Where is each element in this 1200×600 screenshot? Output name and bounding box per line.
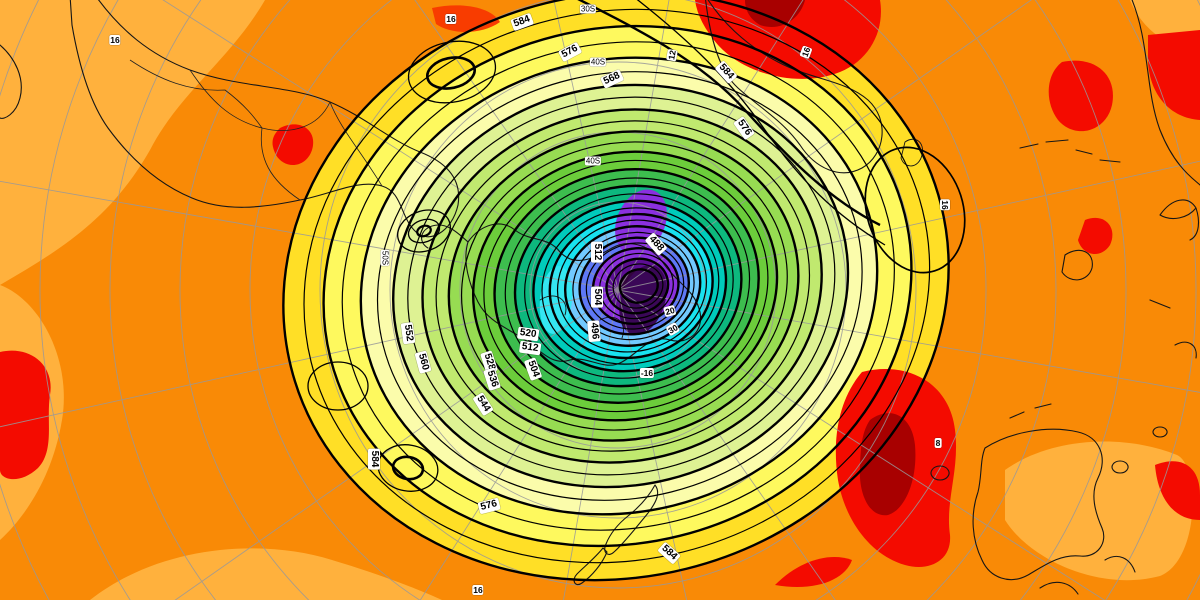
height-contour-576 [322, 24, 913, 548]
height-contour-528 [493, 168, 760, 404]
height-contour-524 [504, 177, 751, 395]
height-contour-472 [605, 257, 670, 315]
height-contour-560 [392, 83, 850, 489]
height-contour-492 [572, 231, 695, 341]
height-contour-548 [435, 120, 811, 452]
height-contour-540 [460, 141, 788, 431]
height-contour-580 [303, 8, 931, 564]
height-contour-484 [585, 242, 685, 330]
height-contour-568 [359, 56, 879, 516]
height-contour-512 [532, 199, 728, 373]
height-contour-552 [421, 108, 823, 464]
closed-contour-features [307, 0, 966, 492]
height-contour-rings [282, 0, 950, 582]
height-contour-508 [541, 207, 720, 365]
country-borders [129, 59, 383, 201]
height-contour-504 [548, 212, 714, 360]
height-contour-544 [447, 130, 800, 442]
height-contour-488 [578, 236, 691, 336]
height-contour-468 [612, 263, 664, 309]
height-contour-464 [618, 268, 659, 304]
height-contour-500 [556, 219, 708, 353]
height-contour-496 [563, 225, 702, 347]
height-contour-520 [513, 184, 743, 388]
